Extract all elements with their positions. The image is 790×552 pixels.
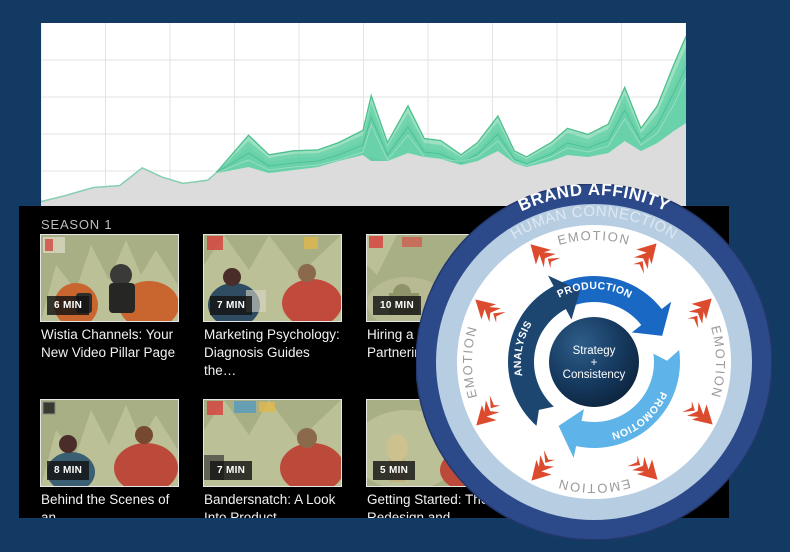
svg-text:Consistency: Consistency: [563, 369, 626, 381]
svg-text:Strategy: Strategy: [573, 345, 616, 357]
svg-text:+: +: [591, 357, 598, 369]
